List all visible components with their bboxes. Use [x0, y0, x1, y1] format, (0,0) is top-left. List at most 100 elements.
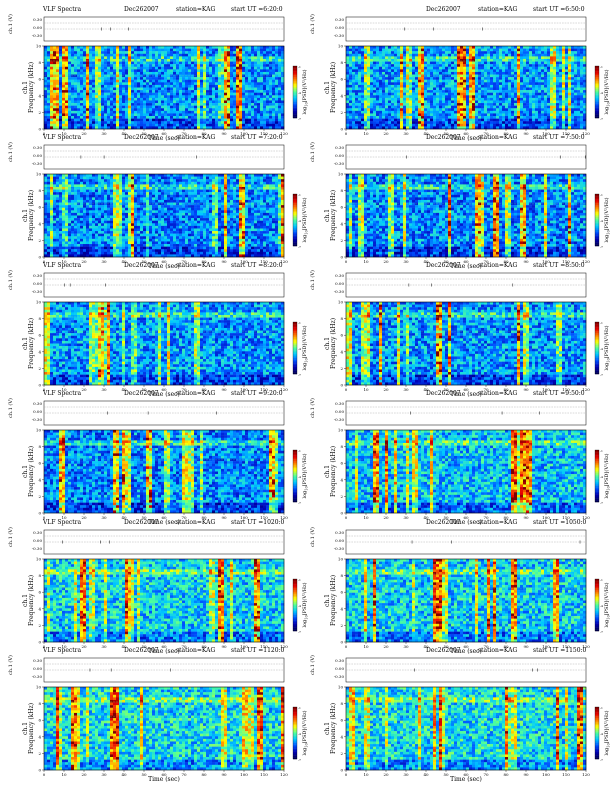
spectrogram-cell	[364, 84, 368, 88]
spectrogram-cell	[451, 92, 455, 96]
spectrogram-cell	[418, 77, 422, 80]
spectrogram-cell	[128, 97, 132, 101]
spectrogram-cell	[454, 69, 458, 73]
spectrogram-cell	[469, 123, 473, 127]
spectrogram-cell	[173, 100, 177, 104]
spectrogram-cell	[544, 46, 548, 49]
spectrogram-cell	[236, 118, 240, 122]
spectrogram-cell	[412, 90, 416, 93]
spectrogram-cell	[469, 121, 473, 125]
spectrogram-cell	[535, 56, 539, 60]
spectrogram-cell	[155, 58, 159, 62]
spectrogram-cell	[182, 79, 186, 83]
spectrogram-cell	[532, 69, 536, 73]
spectrogram-cell	[239, 56, 243, 60]
spectrogram-cell	[523, 51, 527, 54]
spectrogram-cell	[376, 61, 380, 65]
spectrogram-cell	[215, 51, 219, 54]
spectrogram-cell	[245, 61, 249, 65]
spectrogram-cell	[134, 95, 138, 99]
spectrogram-cell	[101, 82, 105, 86]
spectrogram-cell	[155, 95, 159, 99]
spectrogram-cell	[490, 66, 494, 70]
spectrogram-cell	[47, 82, 51, 86]
spectrogram-cell	[427, 108, 431, 112]
spectrogram-cell	[364, 61, 368, 65]
spectrogram-cell	[523, 116, 527, 119]
spectrogram-cell	[478, 100, 482, 104]
spectrogram-cell	[553, 103, 557, 106]
spectrogram-cell	[113, 97, 117, 101]
spectrogram-cell	[472, 123, 476, 127]
spectrogram-cell	[442, 113, 446, 117]
spectrogram-cell	[119, 58, 123, 62]
spectrogram-cell	[448, 116, 452, 119]
spectrogram-cell	[373, 105, 377, 109]
spectrogram-cell	[116, 121, 120, 125]
spectrogram-cell	[556, 46, 560, 49]
spectrogram-cell	[170, 56, 174, 60]
spectrogram-cell	[361, 79, 365, 83]
spectrogram-cell	[263, 90, 267, 93]
spectrogram-cell	[430, 123, 434, 127]
spectrogram-cell	[493, 84, 497, 88]
spectrogram-cell	[173, 108, 177, 112]
spectrogram-cell	[206, 126, 210, 130]
spectrogram-cell	[218, 92, 222, 96]
spectrogram-cell	[553, 71, 557, 75]
spectrogram-cell	[107, 105, 111, 109]
spectrogram-cell	[89, 121, 93, 125]
spectrogram-cell	[227, 110, 231, 114]
spectrogram-cell	[367, 77, 371, 80]
spectrogram-cell	[520, 87, 524, 91]
spectrogram-cell	[520, 105, 524, 109]
spectrogram-cell	[535, 113, 539, 117]
spectrogram-cell	[520, 92, 524, 96]
spectrogram-cell	[158, 118, 162, 122]
spectrogram-cell	[499, 103, 503, 106]
spectrogram-cell	[89, 82, 93, 86]
spectrogram-cell	[77, 92, 81, 96]
spectrogram-cell	[472, 79, 476, 83]
spectrogram-cell	[433, 56, 437, 60]
spectrogram-cell	[505, 84, 509, 88]
spectrogram-cell	[460, 69, 464, 73]
spectrogram-cell	[176, 46, 180, 49]
spectrogram-cell	[547, 56, 551, 60]
spectrogram-cell	[104, 103, 108, 106]
spectrogram-cell	[152, 61, 156, 65]
spectrogram-cell	[451, 126, 455, 130]
spectrogram-cell	[379, 79, 383, 83]
spectrogram-cell	[448, 97, 452, 101]
spectrogram-cell	[442, 46, 446, 49]
spectrogram-cell	[511, 110, 515, 114]
spectrogram-cell	[200, 126, 204, 130]
spectrogram-cell	[550, 108, 554, 112]
spectrogram-cell	[182, 121, 186, 125]
spectrogram-cell	[469, 118, 473, 122]
spectrogram-cell	[200, 121, 204, 125]
spectrogram-cell	[236, 126, 240, 130]
spectrogram-cell	[143, 46, 147, 49]
spectrogram-cell	[269, 58, 273, 62]
spectrogram-cell	[134, 48, 138, 52]
spectrogram-cell	[388, 116, 392, 119]
spectrogram-cell	[457, 64, 461, 67]
spectrogram-cell	[457, 121, 461, 125]
spectrogram-cell	[451, 58, 455, 62]
spectrogram-cell	[65, 90, 69, 93]
spectrogram-cell	[481, 105, 485, 109]
spectrogram-cell	[245, 100, 249, 104]
spectrogram-cell	[260, 116, 264, 119]
spectrogram-cell	[116, 118, 120, 122]
spectrogram-cell	[248, 97, 252, 101]
spectrogram-cell	[233, 53, 237, 57]
spectrogram-cell	[361, 126, 365, 130]
spectrogram-cell	[349, 108, 353, 112]
spectrogram-cell	[457, 105, 461, 109]
spectrogram-cell	[466, 79, 470, 83]
spectrogram-cell	[50, 71, 54, 75]
spectrogram-cell	[352, 116, 356, 119]
spectrogram-cell	[388, 82, 392, 86]
spectrogram-cell	[496, 84, 500, 88]
